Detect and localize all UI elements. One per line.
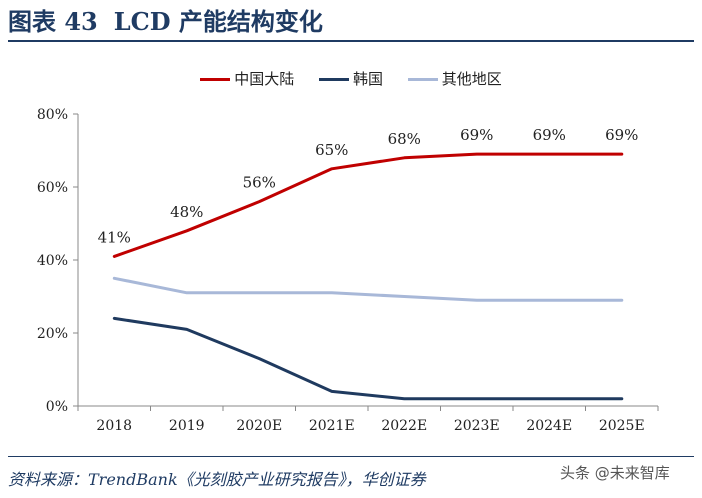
x-tick-label: 2025E xyxy=(599,418,645,434)
data-label: 69% xyxy=(605,126,638,144)
source-note: 资料来源：TrendBank《光刻胶产业研究报告》，华创证券 xyxy=(8,470,426,489)
chart-legend: 中国大陆 韩国 其他地区 xyxy=(0,68,702,89)
legend-item-other: 其他地区 xyxy=(407,68,502,89)
y-tick-label: 40% xyxy=(37,253,68,269)
series-line-2 xyxy=(112,276,624,302)
x-tick-label: 2018 xyxy=(96,418,132,434)
data-label: 41% xyxy=(98,228,131,246)
y-tick-label: 80% xyxy=(37,107,68,123)
y-tick-label: 60% xyxy=(37,180,68,196)
x-tick-label: 2023E xyxy=(454,418,500,434)
legend-label-china: 中国大陆 xyxy=(234,70,295,88)
watermark: 头条 @未来智库 xyxy=(560,464,670,482)
data-label: 68% xyxy=(388,130,421,148)
legend-label-other: 其他地区 xyxy=(441,70,502,88)
data-label: 65% xyxy=(315,141,348,159)
chart-title: LCD 产能结构变化 xyxy=(113,7,323,36)
data-label: 69% xyxy=(460,126,493,144)
x-tick-label: 2019 xyxy=(169,418,205,434)
legend-swatch-other xyxy=(407,78,438,81)
data-label: 56% xyxy=(243,174,276,192)
x-tick-label: 2020E xyxy=(236,418,282,434)
series-line-1 xyxy=(112,316,624,401)
legend-swatch-korea xyxy=(318,78,349,81)
legend-label-korea: 韩国 xyxy=(352,70,383,88)
x-tick-label: 2021E xyxy=(309,418,355,434)
figure-label: 图表 43 xyxy=(8,7,98,36)
x-tick-label: 2024E xyxy=(526,418,572,434)
chart-container: 中国大陆 韩国 其他地区 0% 20% 40% 60% 80% 2018 2019 2020E… xyxy=(0,54,702,444)
x-tick-label: 2022E xyxy=(381,418,427,434)
y-tick-label: 0% xyxy=(46,399,68,415)
legend-item-china: 中国大陆 xyxy=(200,68,294,89)
footer-divider xyxy=(8,456,694,457)
data-label: 69% xyxy=(533,126,566,144)
header-divider xyxy=(8,40,694,42)
series-line-0 xyxy=(112,152,624,258)
line-chart: 0% 20% 40% 60% 80% 2018 2019 2020E 2021E 2022E 202… xyxy=(37,107,659,434)
data-label: 48% xyxy=(170,203,203,221)
legend-swatch-china xyxy=(200,78,231,81)
legend-item-korea: 韩国 xyxy=(318,68,383,89)
figure-header: 图表 43 LCD 产能结构变化 xyxy=(8,6,694,38)
y-tick-label: 20% xyxy=(37,326,68,342)
